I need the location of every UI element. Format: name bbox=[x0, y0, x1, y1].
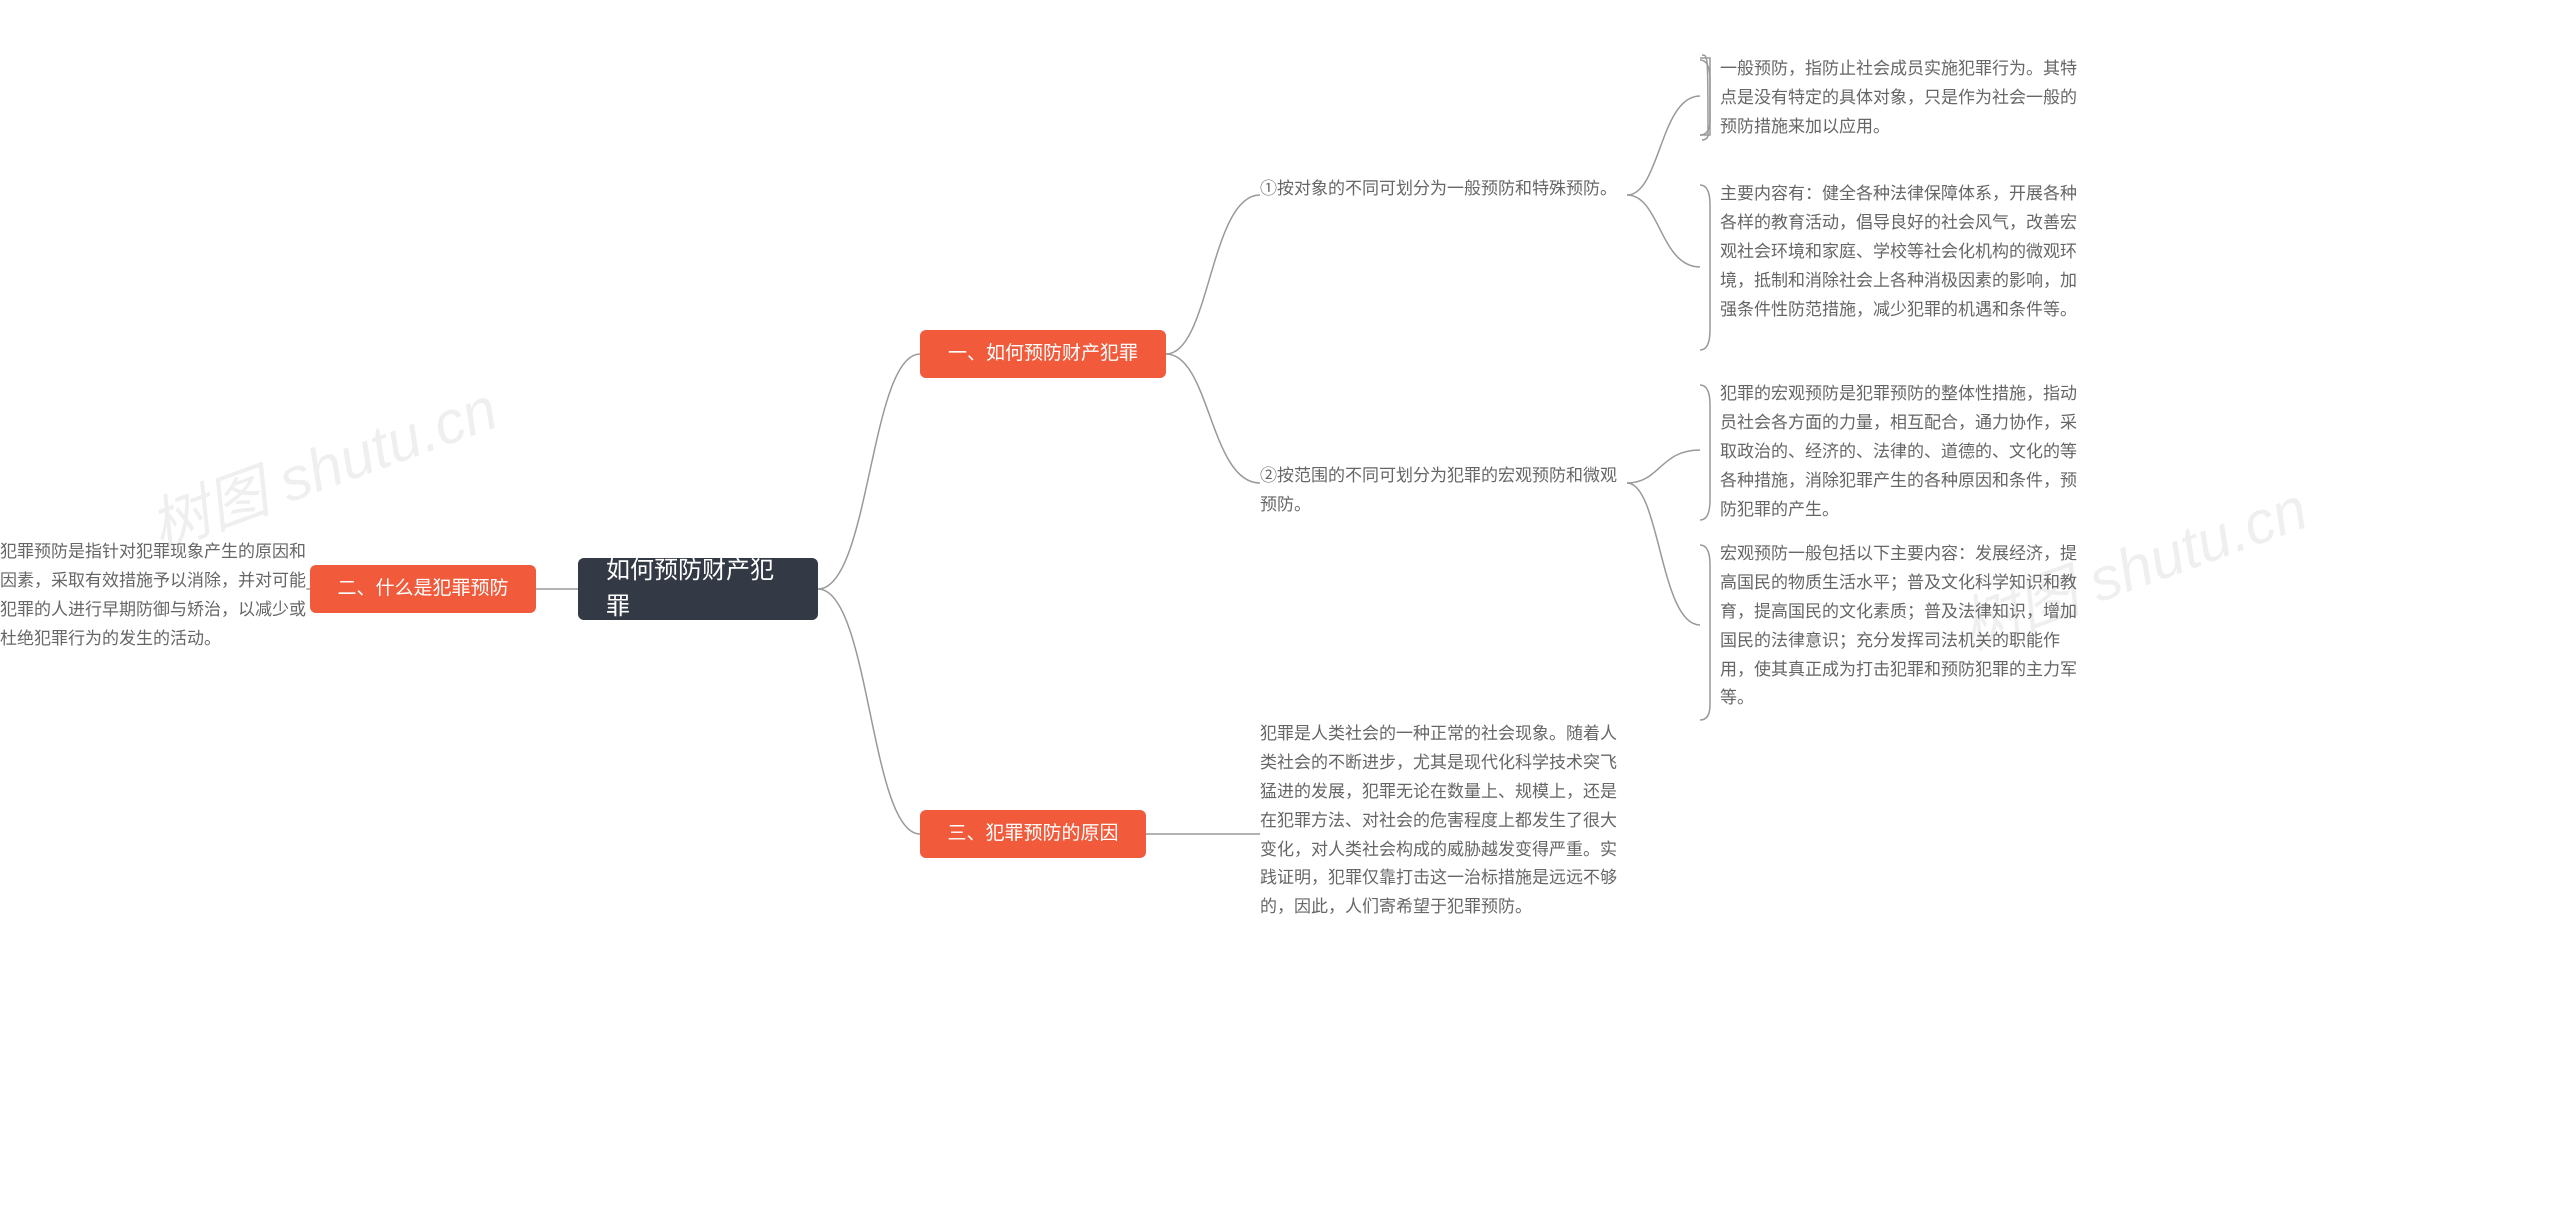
main-node-two: 二、什么是犯罪预防 bbox=[310, 565, 536, 613]
watermark-1: 树图 shutu.cn bbox=[136, 360, 507, 566]
main-three-label: 三、犯罪预防的原因 bbox=[947, 820, 1118, 849]
leaf-b1a-label: 一般预防，指防止社会成员实施犯罪行为。其特点是没有特定的具体对象，只是作为社会一… bbox=[1720, 59, 2077, 136]
main-two-label: 二、什么是犯罪预防 bbox=[337, 575, 508, 604]
leaf-b1b: 主要内容有：健全各种法律保障体系，开展各种各样的教育活动，倡导良好的社会风气，改… bbox=[1720, 180, 2080, 324]
root-label: 如何预防财产犯罪 bbox=[606, 553, 790, 625]
main-node-one: 一、如何预防财产犯罪 bbox=[920, 330, 1166, 378]
branch-b1: ①按对象的不同可划分为一般预防和特殊预防。 bbox=[1260, 175, 1620, 204]
leaf-b2b-label: 宏观预防一般包括以下主要内容：发展经济，提高国民的物质生活水平；普及文化科学知识… bbox=[1720, 544, 2077, 707]
leaf-three: 犯罪是人类社会的一种正常的社会现象。随着人类社会的不断进步，尤其是现代化科学技术… bbox=[1260, 720, 1620, 922]
branch-b2: ②按范围的不同可划分为犯罪的宏观预防和微观预防。 bbox=[1260, 462, 1620, 520]
leaf-b1b-label: 主要内容有：健全各种法律保障体系，开展各种各样的教育活动，倡导良好的社会风气，改… bbox=[1720, 184, 2077, 319]
leaf-b2a: 犯罪的宏观预防是犯罪预防的整体性措施，指动员社会各方面的力量，相互配合，通力协作… bbox=[1720, 380, 2080, 524]
leaf-two: 犯罪预防是指针对犯罪现象产生的原因和因素，采取有效措施予以消除，并对可能犯罪的人… bbox=[0, 538, 310, 654]
leaf-three-label: 犯罪是人类社会的一种正常的社会现象。随着人类社会的不断进步，尤其是现代化科学技术… bbox=[1260, 724, 1617, 916]
leaf-b2a-label: 犯罪的宏观预防是犯罪预防的整体性措施，指动员社会各方面的力量，相互配合，通力协作… bbox=[1720, 384, 2077, 519]
leaf-b1a: 一般预防，指防止社会成员实施犯罪行为。其特点是没有特定的具体对象，只是作为社会一… bbox=[1720, 55, 2080, 142]
leaf-b2b: 宏观预防一般包括以下主要内容：发展经济，提高国民的物质生活水平；普及文化科学知识… bbox=[1720, 540, 2080, 713]
leaf-two-label: 犯罪预防是指针对犯罪现象产生的原因和因素，采取有效措施予以消除，并对可能犯罪的人… bbox=[0, 542, 306, 648]
main-one-label: 一、如何预防财产犯罪 bbox=[948, 340, 1138, 369]
branch-b1-label: ①按对象的不同可划分为一般预防和特殊预防。 bbox=[1260, 179, 1617, 198]
root-node: 如何预防财产犯罪 bbox=[578, 558, 818, 620]
branch-b2-label: ②按范围的不同可划分为犯罪的宏观预防和微观预防。 bbox=[1260, 466, 1617, 514]
main-node-three: 三、犯罪预防的原因 bbox=[920, 810, 1146, 858]
